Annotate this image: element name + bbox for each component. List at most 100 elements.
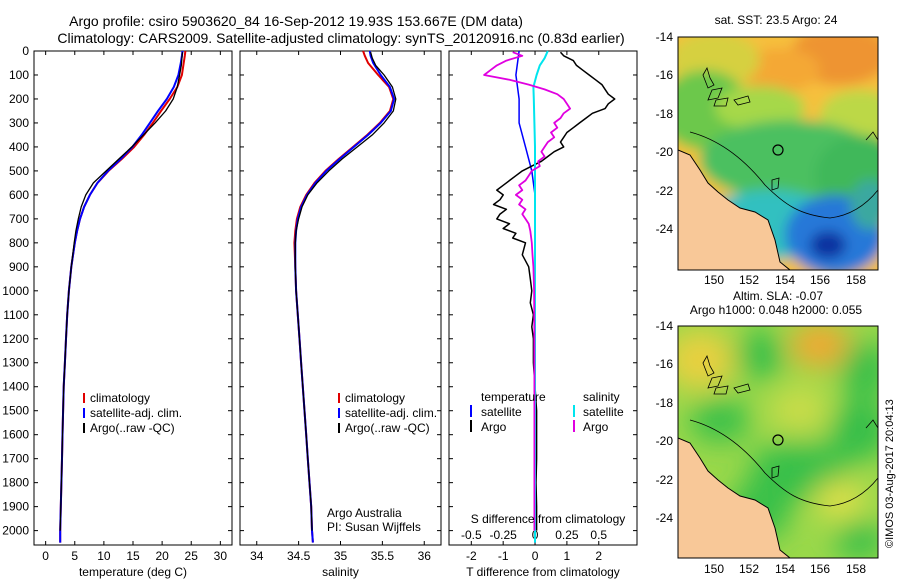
sst-ytick: -20 — [656, 145, 674, 159]
depth-tick-label: 1400 — [2, 380, 29, 394]
difference-legend: temperature satellite Argo salinity sate… — [470, 390, 624, 434]
depth-tick-label: 600 — [9, 188, 29, 202]
sla-coastline — [678, 437, 791, 558]
x-tick-label: 2 — [595, 549, 602, 563]
credit-line-2: PI: Susan Wijffels — [327, 520, 421, 534]
salinity-legend: climatology satellite-adj. clim. Argo(..… — [338, 391, 437, 435]
x-tick-label: 30 — [214, 549, 228, 563]
depth-tick-label: 0 — [22, 44, 29, 58]
sla-map-title-1: Altim. SLA: -0.07 — [733, 289, 823, 303]
sst-xtick: 150 — [704, 273, 724, 287]
x-tick-label: 0 — [532, 549, 539, 563]
title-line-2: Climatology: CARS2009. Satellite-adjuste… — [57, 30, 624, 46]
x-tick-label: 25 — [185, 549, 199, 563]
depth-tick-label: 1100 — [3, 308, 29, 322]
sst-map-axes: -14 -16 -18 -20 -22 -24 150 152 154 156 … — [656, 30, 867, 287]
legend-clim-label: climatology — [90, 391, 150, 405]
sla-ytick: -20 — [656, 434, 674, 448]
sla-ytick: -18 — [656, 396, 674, 410]
credit-line-1: Argo Australia — [327, 506, 402, 520]
legend-t-sat-label: satellite — [481, 405, 522, 419]
sla-ytick: -24 — [656, 511, 674, 525]
sla-map-title-2: Argo h1000: 0.048 h2000: 0.055 — [690, 303, 862, 317]
s-diff-tick-label: 0.25 — [555, 528, 579, 542]
legend-s-sat-label: satellite — [583, 405, 624, 419]
sla-ytick: -16 — [656, 357, 674, 371]
x-tick-label: 10 — [97, 549, 111, 563]
depth-tick-label: 700 — [9, 212, 29, 226]
series-line — [515, 50, 536, 543]
depth-tick-label: 800 — [9, 236, 29, 250]
x-axis-label: salinity — [322, 565, 359, 579]
legend-argo-label: Argo(..raw -QC) — [90, 421, 175, 435]
x-tick-label: 0 — [42, 549, 49, 563]
temperature-panel: 0100200300400500600700800900100011001200… — [2, 44, 233, 579]
sla-map — [678, 326, 878, 558]
sst-map — [678, 37, 878, 270]
sst-map-title: sat. SST: 23.5 Argo: 24 — [715, 13, 838, 27]
legend-s-argo-label: Argo — [583, 420, 609, 434]
sst-ytick: -18 — [656, 107, 674, 121]
sla-xtick: 154 — [775, 562, 795, 576]
sla-xtick: 158 — [846, 562, 866, 576]
x-tick-label: 36 — [418, 549, 432, 563]
title-line-1: Argo profile: csiro 5903620_84 16-Sep-20… — [69, 13, 523, 29]
series-line — [294, 50, 396, 543]
series-line — [492, 51, 616, 531]
x-tick-label: 34.5 — [287, 549, 311, 563]
sla-argo-location-marker — [772, 434, 784, 446]
sla-map-axes: -14 -16 -18 -20 -22 -24 150 152 154 156 … — [656, 319, 867, 576]
x-tick-label: -2 — [466, 549, 477, 563]
series-line — [59, 52, 184, 531]
sla-xtick: 150 — [704, 562, 724, 576]
depth-tick-label: 300 — [9, 116, 29, 130]
legend-t-argo-label: Argo — [481, 420, 507, 434]
sla-xtick: 152 — [739, 562, 759, 576]
depth-tick-label: 1800 — [2, 476, 29, 490]
depth-tick-label: 2000 — [2, 524, 29, 538]
sla-ytick: -14 — [656, 319, 674, 333]
sla-field — [678, 326, 878, 558]
x-tick-label: 1 — [564, 549, 571, 563]
legend-sat-label: satellite-adj. clim. — [345, 406, 437, 420]
sla-xtick: 156 — [810, 562, 830, 576]
legend-clim-label: climatology — [345, 391, 405, 405]
sst-isobath — [689, 131, 878, 219]
depth-tick-label: 1900 — [2, 500, 29, 514]
sst-xtick: 152 — [739, 273, 759, 287]
depth-tick-label: 200 — [9, 92, 29, 106]
depth-tick-label: 1600 — [2, 428, 29, 442]
series-line — [294, 52, 397, 531]
difference-panel: -2 -1 0 1 2-0.5 -0.25 0 0.25 0.5T difference fro… — [448, 50, 638, 579]
x-tick-label: 35 — [334, 549, 348, 563]
depth-tick-label: 900 — [9, 260, 29, 274]
x-tick-label: 5 — [71, 549, 78, 563]
series-line — [59, 50, 184, 543]
plot-frame — [33, 50, 233, 546]
s-diff-tick-label: 0.5 — [590, 528, 607, 542]
depth-tick-label: 1200 — [2, 332, 29, 346]
series-line — [59, 50, 187, 543]
s-diff-tick-label: -0.5 — [461, 528, 482, 542]
x-tick-label: -1 — [498, 549, 509, 563]
sst-xtick: 154 — [775, 273, 795, 287]
sst-coastline — [678, 149, 791, 270]
x-axis-label: T difference from climatology — [466, 565, 620, 579]
depth-tick-label: 100 — [9, 68, 29, 82]
x-tick-label: 15 — [126, 549, 140, 563]
sst-xtick: 156 — [810, 273, 830, 287]
depth-tick-label: 1000 — [2, 284, 29, 298]
depth-tick-label: 400 — [9, 140, 29, 154]
plot-frame — [239, 50, 442, 546]
sst-ytick: -24 — [656, 222, 674, 236]
x-tick-label: 20 — [155, 549, 169, 563]
series-line — [532, 50, 549, 543]
plot-frame — [448, 50, 638, 546]
x-axis-label: temperature (deg C) — [79, 565, 187, 579]
depth-tick-label: 1700 — [2, 452, 29, 466]
s-diff-tick-label: -0.25 — [489, 528, 517, 542]
depth-tick-label: 1300 — [2, 356, 29, 370]
sst-ytick: -22 — [656, 184, 674, 198]
sst-argo-location-marker — [772, 144, 784, 156]
x-tick-label: 35.5 — [371, 549, 395, 563]
